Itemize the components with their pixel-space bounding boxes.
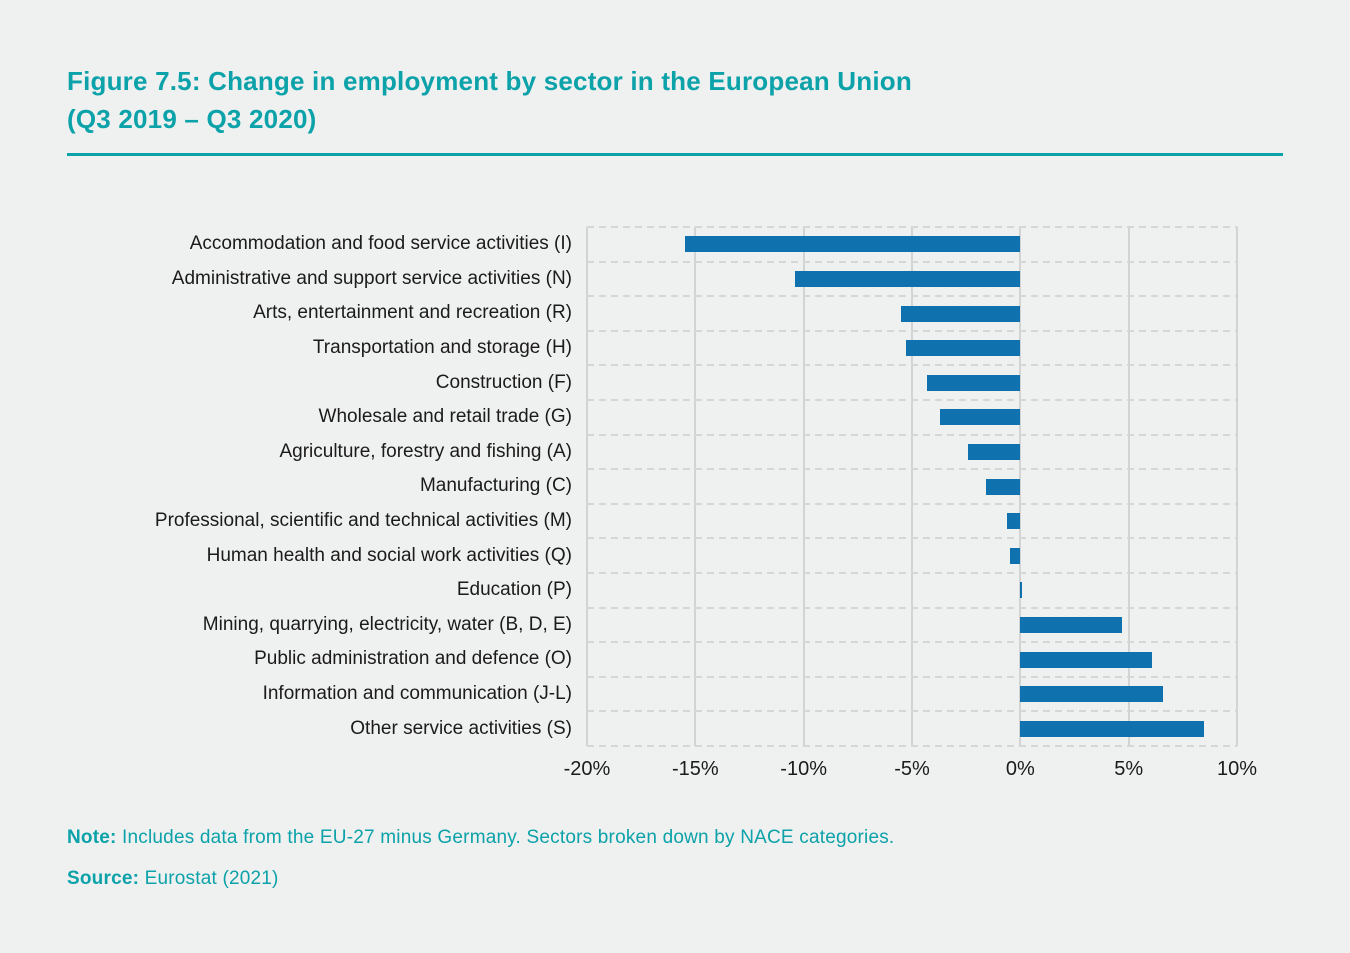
bar bbox=[1020, 582, 1023, 599]
vertical-gridline bbox=[802, 227, 805, 746]
x-tick-label: 10% bbox=[1216, 758, 1258, 780]
category-label: Other service activities (S) bbox=[350, 717, 572, 739]
bar bbox=[927, 374, 1021, 391]
vertical-gridline bbox=[1236, 227, 1238, 746]
category-label: Education (P) bbox=[456, 579, 572, 601]
category-label: Public administration and defence (O) bbox=[254, 648, 572, 670]
bar bbox=[1020, 686, 1164, 703]
horizontal-gridline bbox=[587, 675, 1237, 678]
horizontal-gridline bbox=[587, 502, 1237, 505]
horizontal-gridline bbox=[587, 537, 1237, 540]
bar bbox=[905, 340, 1021, 357]
title-divider bbox=[67, 153, 1283, 156]
horizontal-gridline bbox=[587, 745, 1237, 747]
bar bbox=[1020, 616, 1123, 633]
category-label: Agriculture, forestry and fishing (A) bbox=[279, 440, 572, 462]
category-label: Transportation and storage (H) bbox=[312, 337, 572, 359]
x-tick-label: 0% bbox=[1005, 758, 1035, 780]
chart-source: Source: Eurostat (2021) bbox=[67, 868, 279, 890]
note-label: Note: bbox=[67, 827, 117, 848]
horizontal-gridline bbox=[587, 364, 1237, 367]
figure-title: Figure 7.5: Change in employment by sect… bbox=[67, 62, 1217, 138]
category-label: Arts, entertainment and recreation (R) bbox=[253, 302, 572, 324]
horizontal-gridline bbox=[587, 433, 1237, 436]
category-label: Information and communication (J-L) bbox=[262, 683, 572, 705]
category-label: Administrative and support service activ… bbox=[171, 267, 572, 289]
bar bbox=[940, 409, 1021, 426]
figure-title-line2: (Q3 2019 – Q3 2020) bbox=[67, 104, 317, 134]
x-tick-label: -15% bbox=[671, 758, 719, 780]
vertical-gridline bbox=[1127, 227, 1130, 746]
vertical-gridline bbox=[911, 227, 913, 746]
horizontal-gridline bbox=[587, 468, 1237, 471]
vertical-gridline bbox=[694, 227, 697, 746]
bar bbox=[1007, 513, 1021, 530]
horizontal-gridline bbox=[587, 329, 1237, 332]
category-label: Mining, quarrying, electricity, water (B… bbox=[202, 613, 572, 635]
figure-title-line1: Figure 7.5: Change in employment by sect… bbox=[67, 66, 912, 96]
chart-note: Note: Includes data from the EU-27 minus… bbox=[67, 827, 894, 849]
note-text: Includes data from the EU-27 minus Germa… bbox=[122, 827, 895, 848]
bar bbox=[985, 478, 1021, 495]
bar bbox=[968, 443, 1021, 460]
source-label: Source: bbox=[67, 868, 140, 889]
x-tick-label: 5% bbox=[1114, 758, 1144, 780]
category-label: Professional, scientific and technical a… bbox=[154, 510, 572, 532]
x-axis: -20% -15% -10% -5% 0% 5% 10% bbox=[564, 758, 1257, 784]
category-label: Construction (F) bbox=[435, 371, 572, 393]
category-label-column: Accommodation and food service activitie… bbox=[0, 227, 587, 746]
bar bbox=[901, 305, 1021, 322]
bar bbox=[795, 270, 1021, 287]
x-tick-label: -10% bbox=[780, 758, 828, 780]
source-text: Eurostat (2021) bbox=[144, 868, 279, 889]
bar bbox=[1009, 547, 1021, 564]
vertical-gridline bbox=[586, 227, 588, 746]
x-tick-label: -5% bbox=[894, 758, 930, 780]
bar bbox=[1020, 651, 1153, 668]
category-label: Manufacturing (C) bbox=[419, 475, 572, 497]
x-tick-label: -20% bbox=[563, 758, 611, 780]
horizontal-gridline bbox=[587, 226, 1237, 228]
horizontal-gridline bbox=[587, 710, 1237, 713]
bar bbox=[684, 236, 1021, 253]
bar bbox=[1020, 720, 1205, 737]
category-label: Human health and social work activities … bbox=[206, 544, 572, 566]
vertical-gridline bbox=[1019, 227, 1022, 746]
horizontal-gridline bbox=[587, 399, 1237, 401]
horizontal-gridline bbox=[587, 641, 1237, 644]
horizontal-gridline bbox=[587, 295, 1237, 298]
category-label: Accommodation and food service activitie… bbox=[189, 233, 572, 255]
plot-area bbox=[586, 226, 1238, 747]
horizontal-gridline bbox=[587, 606, 1237, 609]
category-label: Wholesale and retail trade (G) bbox=[318, 406, 572, 428]
horizontal-gridline bbox=[587, 572, 1237, 574]
horizontal-gridline bbox=[587, 260, 1237, 263]
